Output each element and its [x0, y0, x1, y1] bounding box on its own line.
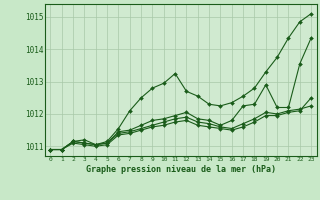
X-axis label: Graphe pression niveau de la mer (hPa): Graphe pression niveau de la mer (hPa) — [86, 165, 276, 174]
